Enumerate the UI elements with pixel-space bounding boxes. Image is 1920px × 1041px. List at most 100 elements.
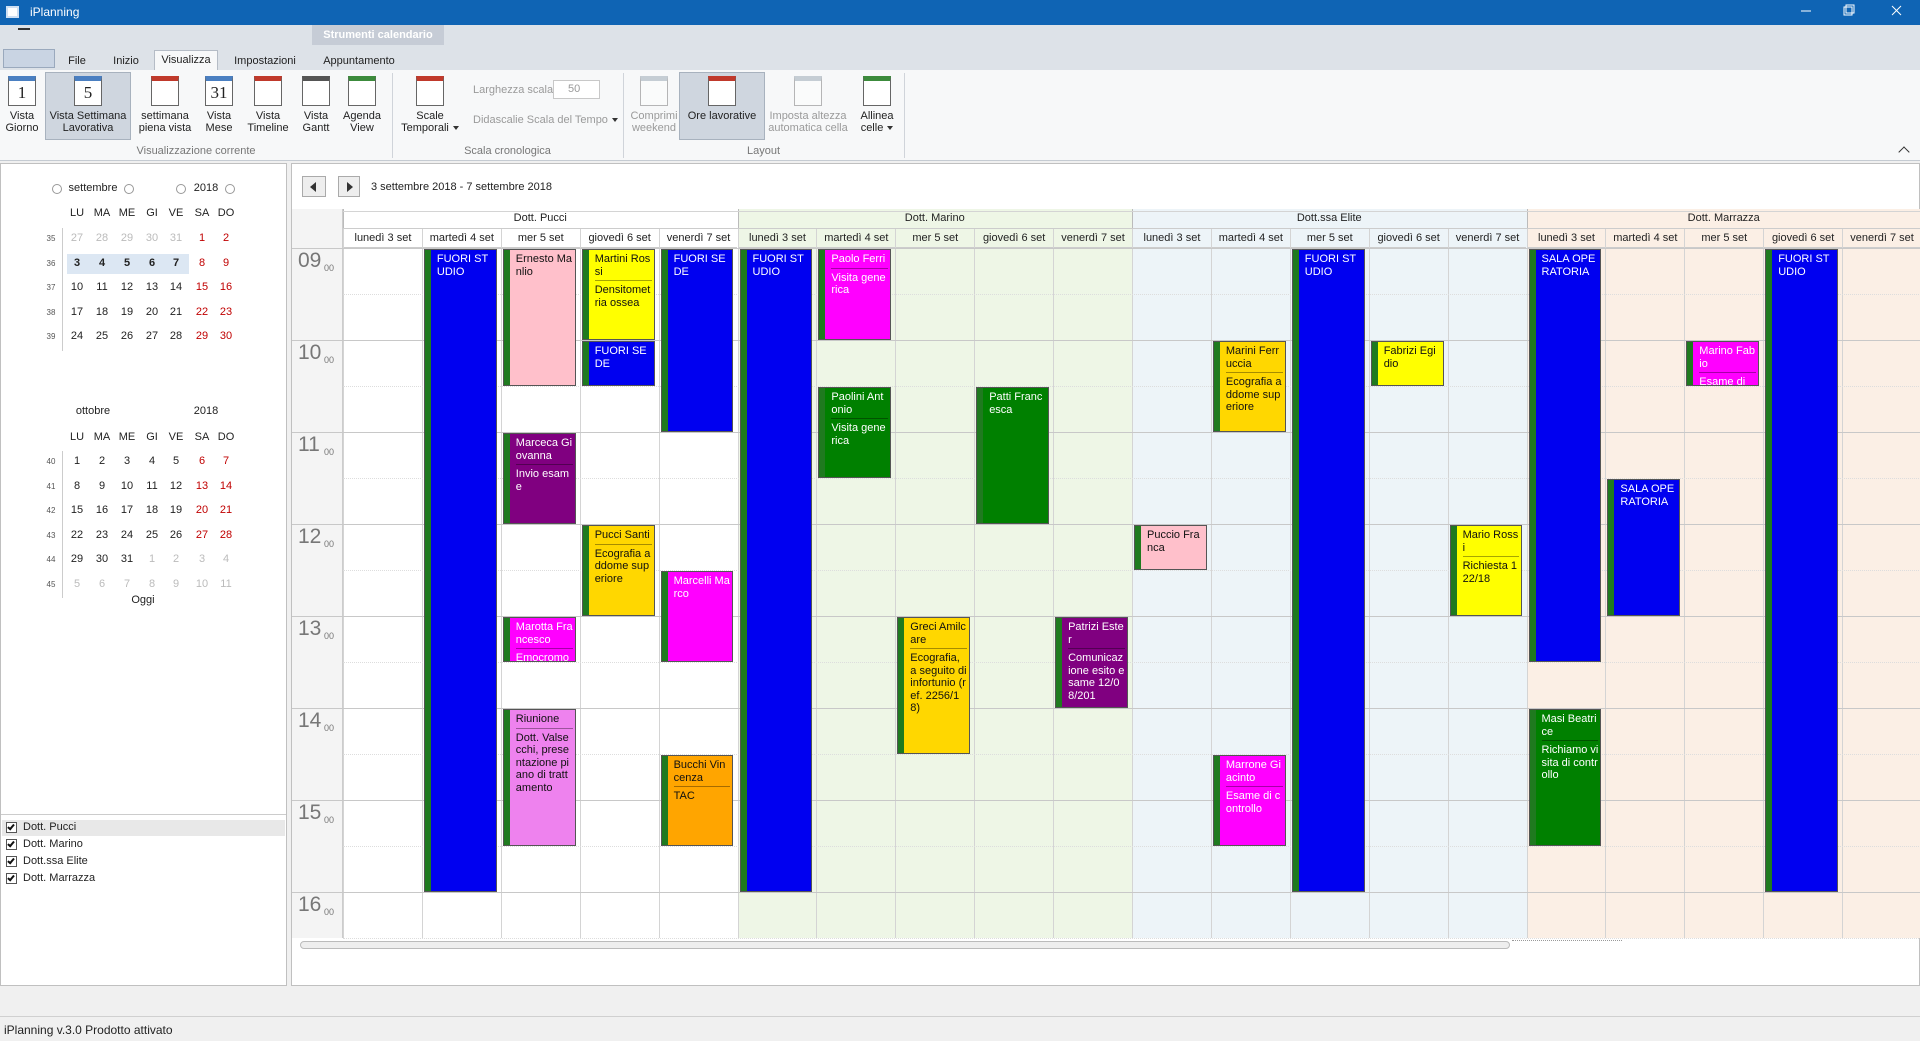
calendar-day[interactable]: 6 <box>148 256 156 269</box>
appointment[interactable]: Paolo Ferri Visita generica <box>818 249 892 340</box>
ribbon-tab[interactable]: Inizio <box>113 55 139 67</box>
calendar-day[interactable]: 31 <box>169 232 183 244</box>
appointment[interactable]: Riunione Dott. Valsecchi, presentazione p… <box>502 709 576 846</box>
nav-arrow[interactable] <box>176 184 186 194</box>
appointment[interactable]: Martini Rossi Densitometria ossea <box>581 249 655 340</box>
calendar-day[interactable]: 10 <box>120 479 134 492</box>
appointment[interactable]: Fabrizi Egidio <box>1370 341 1444 386</box>
calendar-day[interactable]: 5 <box>123 256 131 269</box>
appointment[interactable]: Marrone Giacinto Esame di controllo <box>1212 755 1286 846</box>
nav-arrow[interactable] <box>124 184 134 194</box>
calendar-day[interactable]: 4 <box>148 455 156 467</box>
ribbon-button[interactable]: settimana piena vista <box>138 110 192 134</box>
appointment[interactable]: Puccio Franca <box>1134 525 1207 570</box>
appointment[interactable]: Pucci Santi Ecografia addome superiore <box>581 525 655 616</box>
scroll-buttons[interactable] <box>1512 940 1622 950</box>
ribbon-tab[interactable]: Appuntamento <box>323 55 395 67</box>
calendar-day[interactable]: 8 <box>73 479 81 492</box>
calendar-day[interactable]: 20 <box>145 305 159 318</box>
ribbon-button[interactable]: Allinea celle <box>855 110 899 134</box>
calendar-day[interactable]: 29 <box>70 553 84 565</box>
calendar-day[interactable]: 30 <box>95 553 109 565</box>
calendar-day[interactable]: 8 <box>198 256 206 269</box>
calendar-day[interactable]: 19 <box>169 504 183 516</box>
appointment[interactable]: Paolini Antonio Visita generica <box>818 387 892 478</box>
appointment[interactable]: Marceca Giovanna Invio esame <box>502 433 576 524</box>
appointment[interactable]: Ernesto Manlio <box>502 249 576 386</box>
calendar-day[interactable]: 24 <box>120 528 134 541</box>
calendar-day[interactable]: 4 <box>222 553 230 565</box>
collapse-ribbon[interactable] <box>1898 146 1910 158</box>
calendar-day[interactable]: 16 <box>95 504 109 516</box>
resource-filter[interactable]: Dott. Marrazza <box>23 872 96 884</box>
ribbon-button[interactable]: Agenda View <box>343 110 381 134</box>
today-button[interactable]: Oggi <box>131 594 155 606</box>
calendar-day[interactable]: 27 <box>145 330 159 342</box>
ribbon-button[interactable]: Vista Giorno <box>5 110 39 134</box>
calendar-day[interactable]: 28 <box>219 528 233 541</box>
ribbon-button[interactable]: Vista Timeline <box>247 110 289 134</box>
calendar-day[interactable]: 3 <box>123 455 131 467</box>
calendar-day[interactable]: 21 <box>219 504 233 516</box>
nav-arrow[interactable] <box>52 184 62 194</box>
ribbon-button[interactable]: Vista Gantt <box>302 110 330 134</box>
appointment[interactable]: FUORI STUDIO <box>423 249 497 892</box>
calendar-day[interactable]: 1 <box>148 553 156 565</box>
appointment[interactable]: Masi Beatrice Richiamo visita di controll… <box>1528 709 1602 846</box>
calendar-day[interactable]: 27 <box>70 232 84 244</box>
appointment[interactable]: Mario Rossi Richiesta 122/18 <box>1449 525 1523 616</box>
calendar-day[interactable]: 2 <box>222 232 230 244</box>
calendar-day[interactable]: 17 <box>70 305 84 318</box>
checkbox[interactable] <box>6 873 17 884</box>
ribbon-button[interactable]: Ore lavorative <box>687 110 757 122</box>
calendar-day[interactable]: 28 <box>169 330 183 342</box>
appointment[interactable]: Marini Ferruccia Ecografia addome superio… <box>1212 341 1286 432</box>
ribbon-tab[interactable]: File <box>68 55 86 67</box>
calendar-day[interactable]: 12 <box>169 479 183 492</box>
appointment[interactable]: Greci Amilcare Ecografia, a seguito di in… <box>897 617 971 754</box>
calendar-day[interactable]: 15 <box>70 504 84 516</box>
calendar-day[interactable]: 12 <box>120 281 134 293</box>
ribbon-tab[interactable]: Impostazioni <box>234 55 296 67</box>
quick-access[interactable] <box>3 49 55 68</box>
calendar-day[interactable]: 29 <box>195 330 209 342</box>
menu-button[interactable] <box>18 28 30 40</box>
calendar-day[interactable]: 29 <box>120 232 134 244</box>
calendar-day[interactable]: 11 <box>146 479 158 492</box>
calendar-day[interactable]: 9 <box>98 479 106 492</box>
appointment[interactable]: Marino Fabio Esame di <box>1686 341 1760 386</box>
appointment[interactable]: SALA OPERATORIA <box>1607 479 1681 616</box>
appointment[interactable]: Marotta Francesco Emocromo <box>502 617 576 662</box>
calendar-day[interactable]: 19 <box>120 305 134 318</box>
ribbon-button[interactable]: Comprimi weekend <box>630 110 678 134</box>
appointment[interactable]: FUORI STUDIO <box>739 249 813 892</box>
calendar-day[interactable]: 11 <box>220 577 232 590</box>
calendar-day[interactable]: 18 <box>145 504 159 516</box>
ribbon-button[interactable]: Imposta altezza automatica cella <box>768 110 848 134</box>
calendar-day[interactable]: 14 <box>169 281 183 293</box>
calendar-day[interactable]: 22 <box>70 528 84 541</box>
scale-width-input[interactable]: 50 <box>553 80 600 99</box>
calendar-day[interactable]: 7 <box>123 577 131 590</box>
horizontal-scrollbar[interactable] <box>300 941 1510 949</box>
calendar-day[interactable]: 23 <box>219 305 233 318</box>
calendar-day[interactable]: 10 <box>70 281 84 293</box>
checkbox[interactable] <box>6 839 17 850</box>
calendar-day[interactable]: 16 <box>219 281 233 293</box>
calendar-day[interactable]: 5 <box>172 455 180 467</box>
calendar-day[interactable]: 22 <box>195 305 209 318</box>
calendar-day[interactable]: 23 <box>95 528 109 541</box>
appointment[interactable]: Bucchi Vincenza TAC <box>660 755 734 846</box>
appointment[interactable]: SALA OPERATORIA <box>1528 249 1602 662</box>
calendar-day[interactable]: 27 <box>195 528 209 541</box>
calendar-day[interactable]: 4 <box>98 256 106 269</box>
calendar-day[interactable]: 30 <box>219 330 233 342</box>
calendar-day[interactable]: 28 <box>95 232 109 244</box>
calendar-day[interactable]: 14 <box>219 479 233 492</box>
calendar-day[interactable]: 20 <box>195 504 209 516</box>
calendar-day[interactable]: 21 <box>169 305 183 318</box>
checkbox[interactable] <box>6 856 17 867</box>
calendar-day[interactable]: 7 <box>172 256 180 269</box>
calendar-day[interactable]: 3 <box>198 553 206 565</box>
calendar-day[interactable]: 10 <box>195 577 209 590</box>
